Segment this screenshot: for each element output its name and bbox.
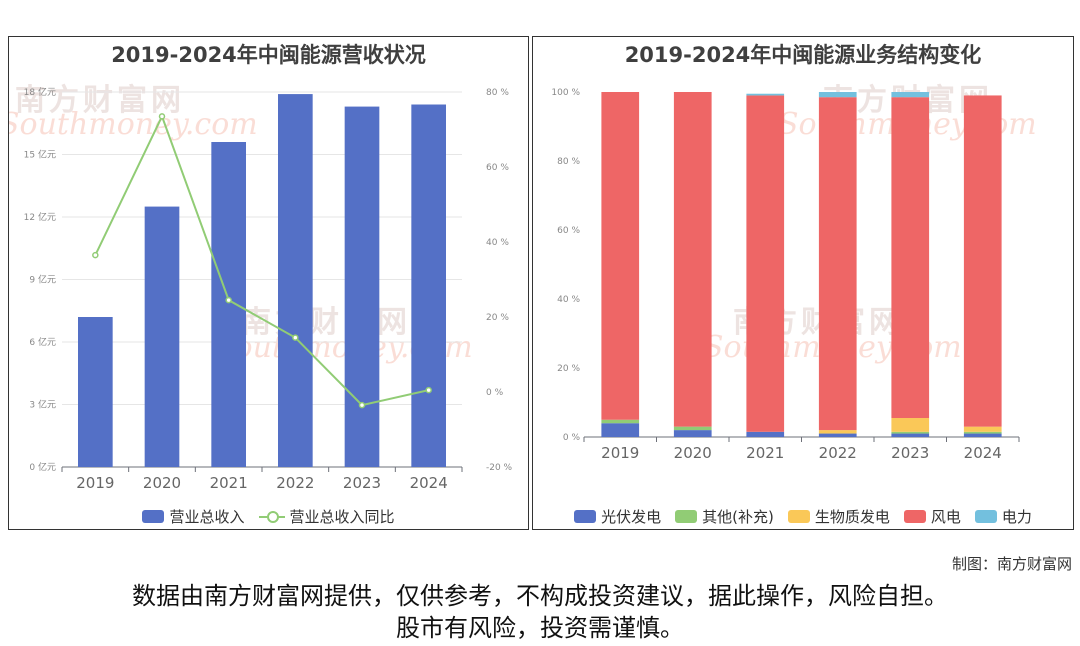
disclaimer: 数据由南方财富网提供，仅供参考，不构成投资建议，据此操作，风险自担。 股市有风险… (0, 580, 1080, 644)
structure-chart: 0 % 20 % 40 % 60 % 80 % 100 % 2019 2020 2021 2022… (551, 88, 1020, 462)
chart-credit: 制图：南方财富网 (951, 555, 1072, 573)
y-tick-label: 80 % (557, 157, 580, 167)
x-tick-label: 2024 (964, 444, 1002, 462)
legend-label: 风电 (930, 508, 961, 526)
legend-item[interactable]: 电力 (974, 506, 1032, 527)
revenue-yoy-point (358, 401, 366, 409)
y-right-tick-label: 0 % (486, 388, 504, 398)
y-left-tick-label: 0 亿元 (29, 461, 56, 473)
stack-segment (891, 433, 930, 437)
business-structure-panel: 2019-2024年中闽能源业务结构变化 南方财富网 Southmoney.co… (532, 36, 1074, 530)
structure-chart-legend: 光伏发电 其他(补充) 生物质发电 风电 电力 (533, 506, 1073, 527)
stack-segment (601, 423, 640, 437)
y-left-tick-label: 3 亿元 (29, 399, 56, 411)
stack-segment (818, 430, 857, 434)
disclaimer-line-2: 股市有风险，投资需谨慎。 (396, 614, 684, 642)
stack-segment (673, 430, 712, 437)
stack-segment (673, 426, 712, 431)
legend-label: 电力 (1001, 508, 1032, 526)
stack-segment (746, 431, 785, 437)
legend-item-revenue[interactable]: 营业总收入 (142, 506, 245, 527)
y-tick-label: 40 % (557, 295, 580, 305)
legend-swatch-line (258, 510, 285, 523)
y-left-tick-label: 9 亿元 (29, 274, 56, 286)
revenue-bar (411, 104, 446, 467)
revenue-bar (78, 317, 113, 467)
x-tick-label: 2020 (143, 474, 181, 492)
stack-segment (963, 431, 1002, 434)
y-right-tick-label: 80 % (486, 88, 509, 98)
revenue-bar (144, 206, 180, 468)
legend-swatch (903, 510, 926, 523)
legend-swatch (787, 510, 810, 523)
revenue-bar (344, 106, 380, 467)
stack-segment (891, 92, 930, 98)
y-tick-label: 0 % (563, 433, 581, 443)
y-left-tick-label: 12 亿元 (24, 211, 56, 223)
legend-swatch (574, 510, 597, 523)
revenue-yoy-point (225, 296, 232, 304)
legend-swatch (675, 510, 698, 523)
stack-segment (963, 433, 1002, 437)
y-right-tick-label: -20 % (486, 463, 513, 473)
revenue-chart-title: 2019-2024年中闽能源营收状况 (111, 43, 426, 67)
disclaimer-line-1: 数据由南方财富网提供，仅供参考，不构成投资建议，据此操作，风险自担。 (132, 582, 948, 610)
stack-segment (963, 95, 1002, 427)
y-left-tick-label: 15 亿元 (24, 149, 56, 161)
legend-item[interactable]: 光伏发电 (574, 506, 661, 527)
x-tick-label: 2021 (210, 474, 248, 492)
revenue-yoy-point (292, 334, 299, 341)
stack-segment (601, 92, 640, 420)
legend-item[interactable]: 生物质发电 (787, 506, 890, 527)
revenue-chart: 0 亿元 3 亿元 6 亿元 9 亿元 12 亿元 15 亿元 18 亿元 -20 % 0 % 2… (24, 86, 513, 492)
stack-segment (818, 97, 857, 431)
legend-label: 光伏发电 (601, 508, 662, 526)
revenue-yoy-point (92, 251, 99, 259)
revenue-bar (211, 142, 246, 467)
legend-label: 其他(补充) (702, 508, 774, 526)
y-tick-label: 60 % (557, 226, 580, 236)
legend-item-revenue-yoy[interactable]: 营业总收入同比 (258, 506, 395, 527)
legend-item[interactable]: 风电 (903, 506, 961, 527)
x-tick-label: 2023 (891, 444, 929, 462)
x-tick-label: 2023 (343, 474, 381, 492)
structure-chart-title: 2019-2024年中闽能源业务结构变化 (624, 43, 982, 67)
stack-segment (746, 93, 785, 96)
revenue-chart-panel: 2019-2024年中闽能源营收状况 南方财富网 Southmoney.com … (8, 36, 529, 530)
revenue-yoy-point (425, 386, 432, 394)
stack-segment (673, 92, 712, 427)
stack-segment (891, 431, 930, 434)
x-tick-label: 2020 (674, 444, 712, 462)
y-left-tick-label: 6 亿元 (29, 336, 56, 348)
legend-label: 生物质发电 (814, 508, 890, 526)
y-left-tick-label: 18 亿元 (24, 86, 56, 98)
x-tick-label: 2022 (819, 444, 857, 462)
y-tick-label: 20 % (557, 364, 580, 374)
y-right-tick-label: 40 % (486, 238, 509, 248)
y-right-tick-label: 60 % (486, 163, 509, 173)
revenue-yoy-point (158, 113, 166, 120)
stack-segment (746, 95, 785, 432)
stack-segment (891, 418, 930, 432)
x-tick-label: 2021 (746, 444, 784, 462)
x-tick-label: 2024 (410, 474, 448, 492)
revenue-chart-legend: 营业总收入 营业总收入同比 (9, 506, 528, 527)
stack-segment (601, 419, 640, 424)
stack-segment (963, 426, 1002, 432)
legend-swatch (974, 510, 997, 523)
legend-label: 营业总收入同比 (289, 508, 395, 526)
x-tick-label: 2022 (276, 474, 314, 492)
stack-segment (891, 97, 930, 419)
x-tick-label: 2019 (601, 444, 639, 462)
revenue-yoy-line (94, 113, 429, 407)
y-tick-label: 100 % (551, 88, 580, 98)
y-right-tick-label: 20 % (486, 313, 509, 323)
legend-item[interactable]: 其他(补充) (675, 506, 774, 527)
x-tick-label: 2019 (76, 474, 114, 492)
legend-swatch-bar (142, 510, 165, 523)
stack-segment (818, 433, 857, 437)
revenue-bar (278, 94, 313, 468)
stack-segment (818, 92, 857, 98)
legend-label: 营业总收入 (169, 508, 245, 526)
